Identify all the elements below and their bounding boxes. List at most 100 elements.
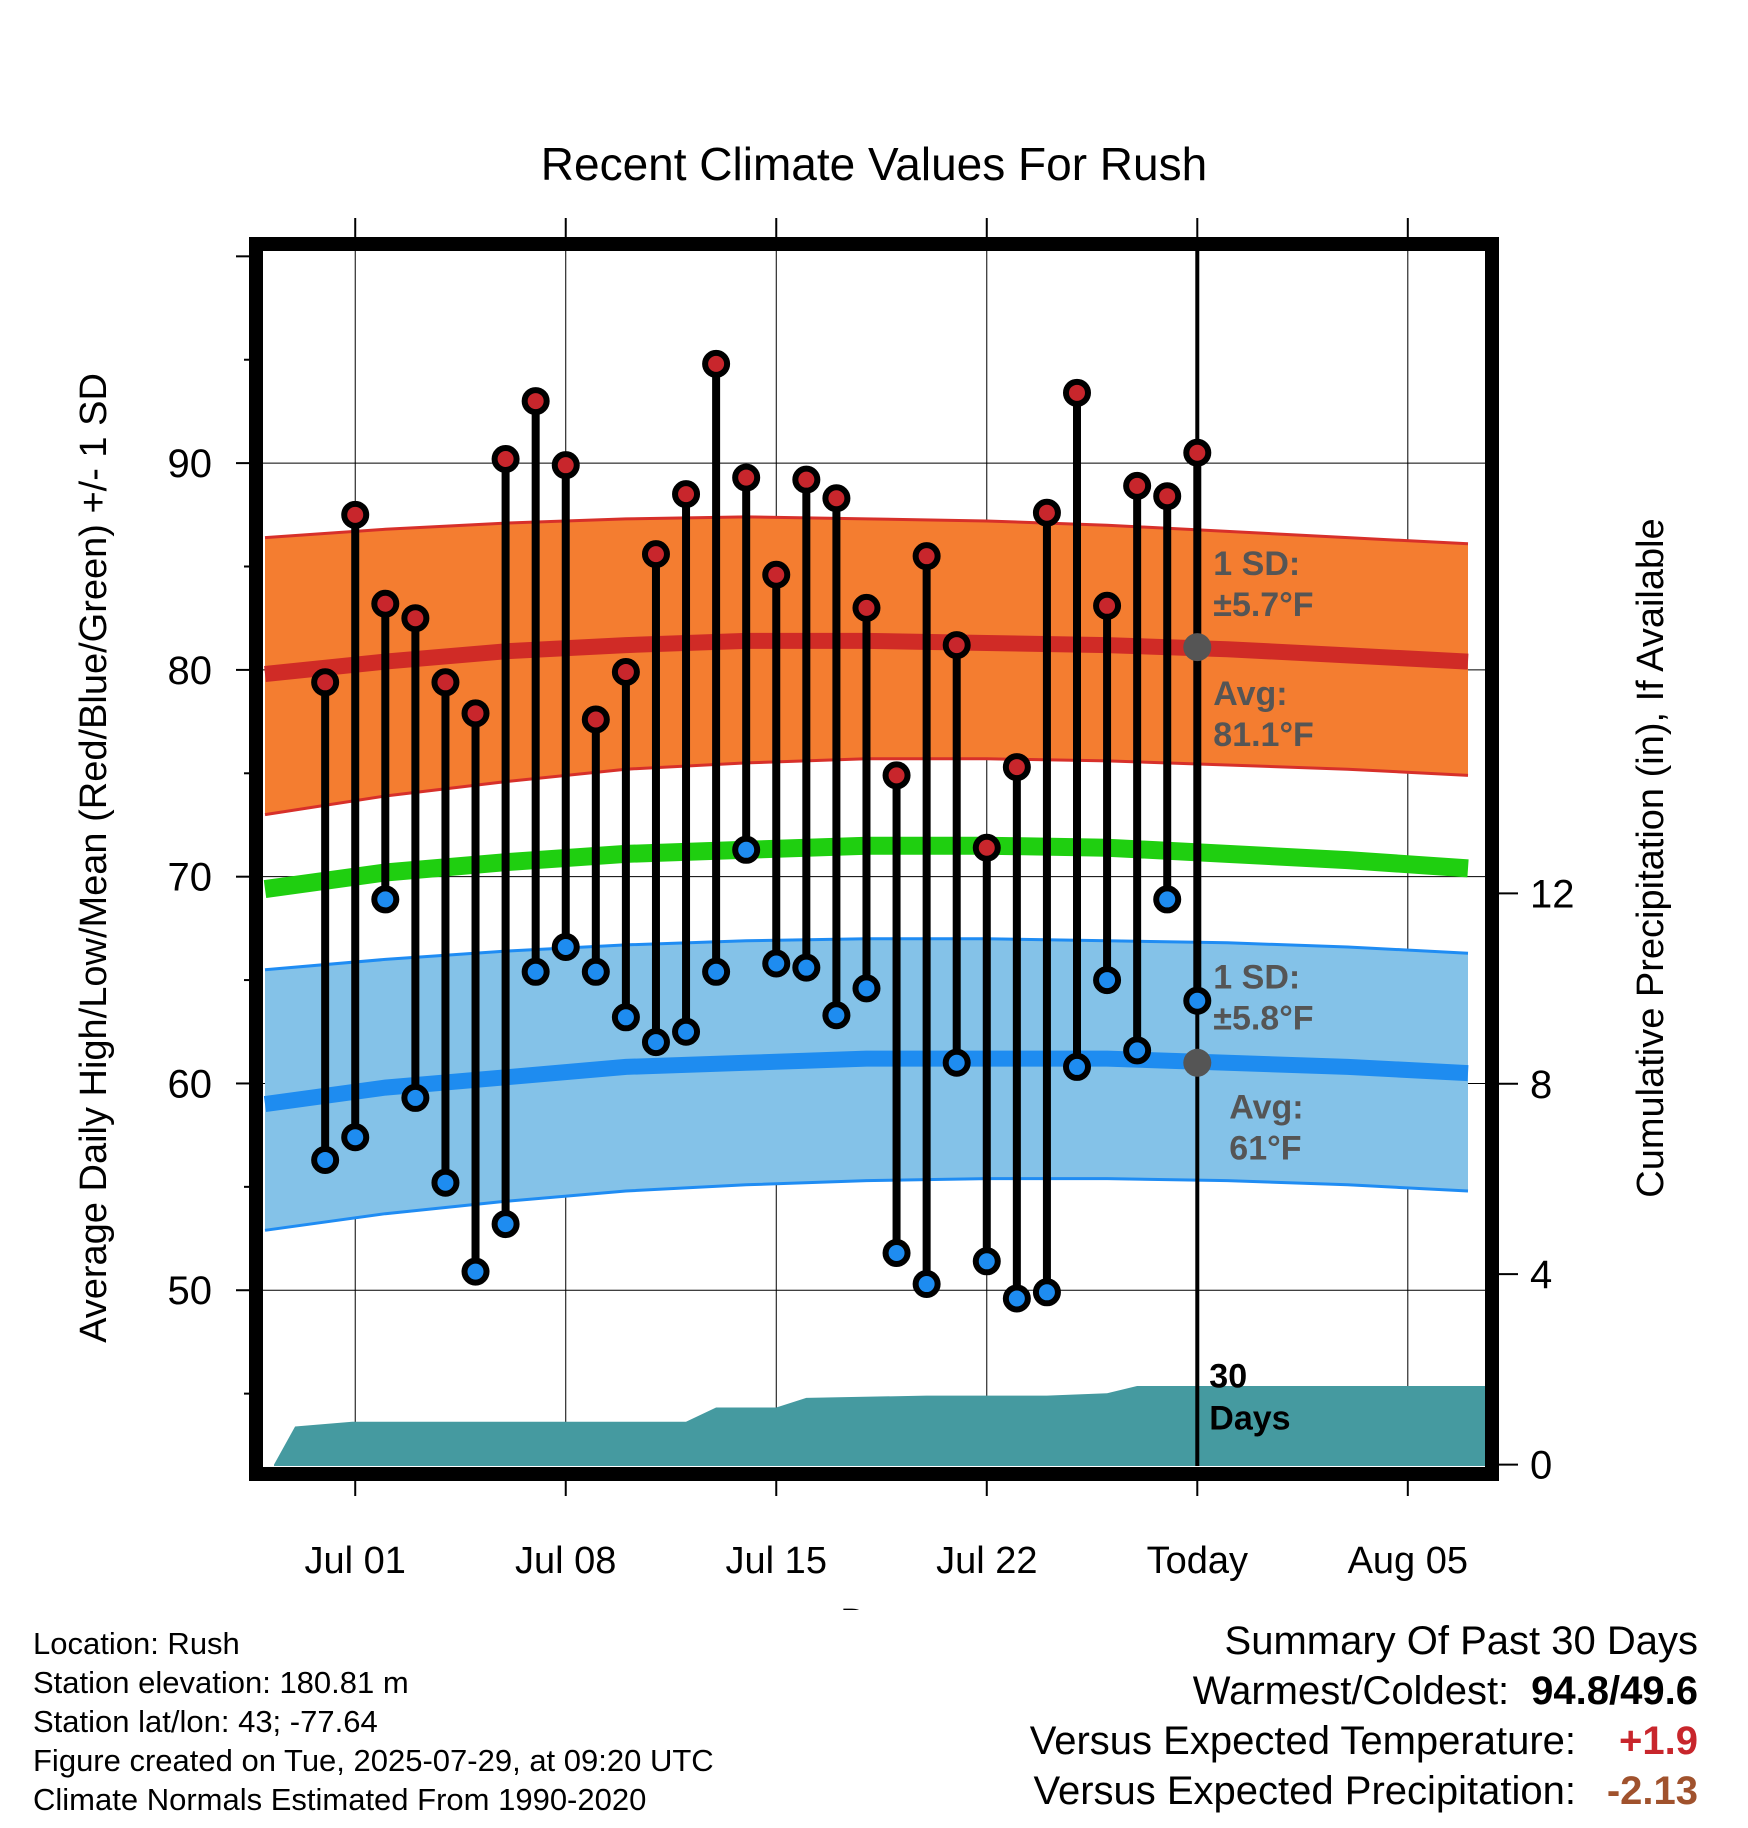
precip-area <box>274 1386 1486 1466</box>
high-point <box>341 500 370 529</box>
high-point <box>882 761 911 790</box>
high-point <box>1153 482 1182 511</box>
high-sd-upper-edge <box>264 515 1469 546</box>
x-tick-label: Jul 01 <box>305 1540 406 1582</box>
low-point <box>491 1210 520 1239</box>
low-point <box>702 957 731 986</box>
station-info: Location: Rush Station elevation: 180.81… <box>33 1624 714 1819</box>
low-point <box>672 1017 701 1046</box>
high-point <box>1093 591 1122 620</box>
high-point <box>581 705 610 734</box>
high-point <box>912 542 941 571</box>
summary-temp: Versus Expected Temperature: +1.9 <box>1030 1716 1698 1766</box>
low-point <box>942 1048 971 1077</box>
high-point <box>371 589 400 618</box>
info-elevation: Station elevation: 180.81 m <box>33 1665 409 1700</box>
summary-temp-label: Versus Expected Temperature: <box>1029 1719 1576 1763</box>
summary-panel: Summary Of Past 30 Days Warmest/Coldest:… <box>1030 1616 1698 1816</box>
high-point <box>822 484 851 513</box>
y-left-tick-label: 50 <box>168 1269 213 1313</box>
low-sd-lower-edge <box>264 1177 1469 1232</box>
plot-frame <box>249 237 1499 1481</box>
axes: 50 60 70 80 90 0 4 8 12 Jul 01 Jul 08 Jul 15 Jul 22 T… <box>168 218 1575 1582</box>
summary-warm-cold-label: Warmest/Coldest: <box>1192 1669 1510 1713</box>
low-point <box>792 953 821 982</box>
x-tick-label: Jul 15 <box>726 1540 827 1582</box>
info-normals: Climate Normals Estimated From 1990-2020 <box>33 1782 647 1817</box>
x-tick-label: Jul 08 <box>515 1540 616 1582</box>
summary-warm-cold: Warmest/Coldest: 94.8/49.6 <box>1030 1666 1698 1716</box>
low-point <box>972 1247 1001 1276</box>
today-low-avg-marker <box>1183 1048 1212 1077</box>
y-right-tick-label: 12 <box>1530 872 1575 916</box>
high-point <box>942 631 971 660</box>
low-point <box>762 949 791 978</box>
low-point <box>912 1270 941 1299</box>
low-point <box>1062 1052 1091 1081</box>
low-point <box>1002 1284 1031 1313</box>
plot-overlay: 1 SD: ±5.7°F Avg: 81.1°F 1 SD: ±5.8°F Avg: 61°F… <box>311 349 1314 1437</box>
high-point <box>641 540 670 569</box>
y-right-tick-label: 4 <box>1530 1253 1552 1297</box>
low-avg-line <box>263 1050 1469 1113</box>
x-tick-label: Today <box>1147 1540 1248 1582</box>
summary-precip-label: Versus Expected Precipitation: <box>1033 1769 1576 1813</box>
info-latlon: Station lat/lon: 43; -77.64 <box>33 1704 378 1739</box>
summary-title: Summary Of Past 30 Days <box>1224 1619 1698 1663</box>
y-left-tick-label: 60 <box>168 1062 213 1106</box>
high-point <box>672 480 701 509</box>
high-point <box>461 699 490 728</box>
low-point <box>732 835 761 864</box>
low-point <box>521 957 550 986</box>
high-point <box>401 604 430 633</box>
low-point <box>882 1239 911 1268</box>
high-point <box>852 593 881 622</box>
climate-chart: Recent Climate Values For Rush 1 SD: ±5.7… <box>73 138 1672 1610</box>
y-left-tick-label: 80 <box>168 649 213 693</box>
low-point <box>311 1145 340 1174</box>
low-point <box>1123 1036 1152 1065</box>
y-left-tick-label: 90 <box>168 442 213 486</box>
high-point <box>611 657 640 686</box>
summary-warm-cold-value: 94.8/49.6 <box>1531 1669 1698 1713</box>
low-point <box>852 974 881 1003</box>
low-point <box>341 1123 370 1152</box>
y-right-tick-label: 0 <box>1530 1444 1552 1488</box>
summary-temp-value: +1.9 <box>1619 1719 1698 1763</box>
high-point <box>792 465 821 494</box>
x-tick-label: Jul 22 <box>936 1540 1037 1582</box>
low-point <box>431 1168 460 1197</box>
high-point <box>972 833 1001 862</box>
low-point <box>1153 885 1182 914</box>
x-tick-label: Aug 05 <box>1348 1540 1468 1582</box>
high-point <box>762 560 791 589</box>
y-axis-right-label: Cumulative Precipitation (in), If Availa… <box>1630 518 1672 1197</box>
low-point <box>551 932 580 961</box>
high-point <box>702 349 731 378</box>
summary-precip: Versus Expected Precipitation: -2.13 <box>1030 1766 1698 1816</box>
high-point <box>1123 471 1152 500</box>
low-point <box>401 1083 430 1112</box>
high-point <box>732 463 761 492</box>
low-point <box>371 885 400 914</box>
low-point <box>1093 966 1122 995</box>
x-axis-label: Day <box>840 1602 908 1610</box>
high-point <box>1062 378 1091 407</box>
high-point <box>1002 753 1031 782</box>
chart-title: Recent Climate Values For Rush <box>541 138 1207 190</box>
low-point <box>461 1257 490 1286</box>
y-right-tick-label: 8 <box>1530 1063 1552 1107</box>
high-point <box>1183 438 1212 467</box>
high-point <box>521 387 550 416</box>
low-point <box>581 957 610 986</box>
info-created: Figure created on Tue, 2025-07-29, at 09… <box>33 1743 714 1778</box>
y-left-tick-label: 70 <box>168 856 213 900</box>
low-sd-annotation: 1 SD: ±5.8°F <box>1213 958 1313 1037</box>
low-point <box>611 1003 640 1032</box>
high-point <box>431 668 460 697</box>
high-point <box>491 444 520 473</box>
low-point <box>1183 986 1212 1015</box>
low-avg-annotation: Avg: 61°F <box>1229 1089 1303 1168</box>
high-point <box>311 668 340 697</box>
today-high-avg-marker <box>1183 633 1212 662</box>
